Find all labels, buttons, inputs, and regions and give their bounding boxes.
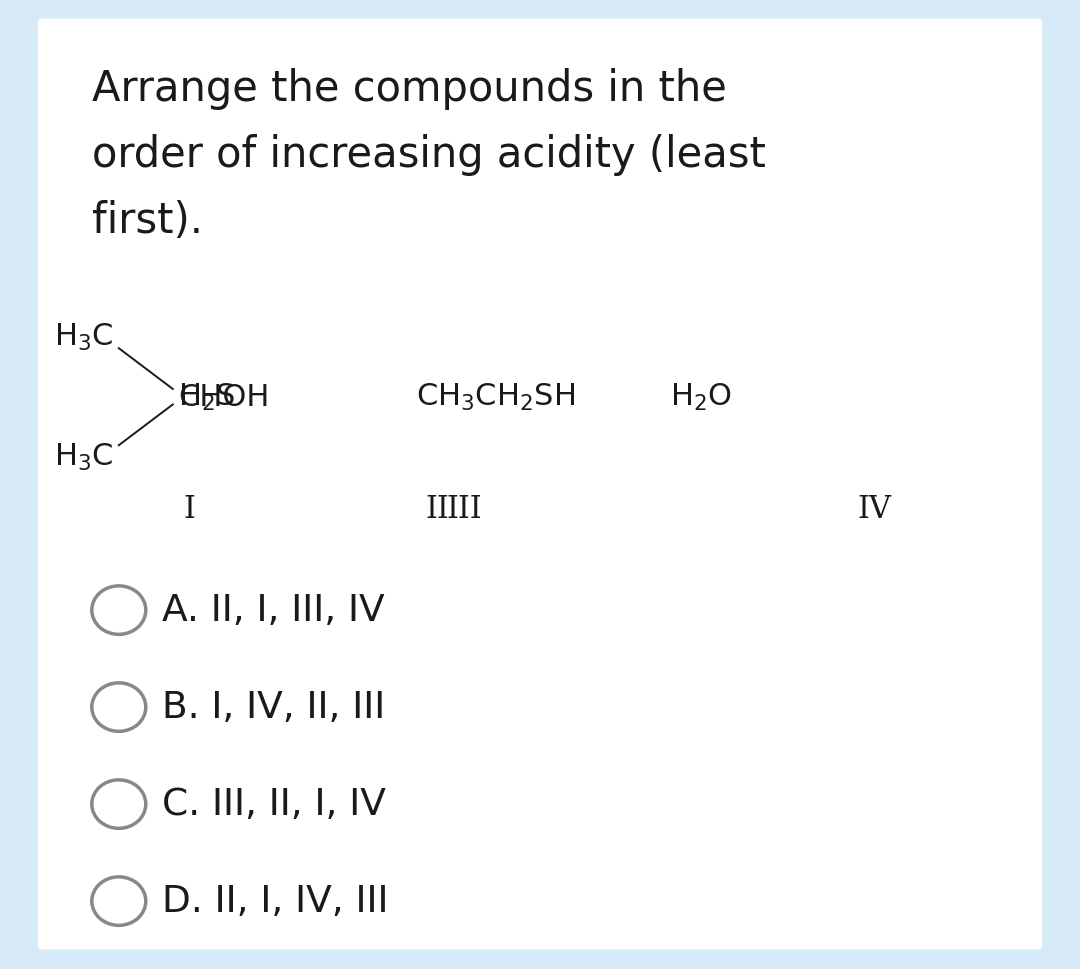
Text: D. II, I, IV, III: D. II, I, IV, III xyxy=(162,883,389,920)
Text: III: III xyxy=(447,493,482,524)
Text: H$_3$C: H$_3$C xyxy=(54,322,113,353)
Text: H$_2$O: H$_2$O xyxy=(670,382,731,413)
Text: first).: first). xyxy=(92,200,203,241)
Text: CHOH: CHOH xyxy=(178,383,270,412)
Text: Arrange the compounds in the: Arrange the compounds in the xyxy=(92,68,727,109)
Text: H$_3$C: H$_3$C xyxy=(54,442,113,473)
Text: H$_2$S: H$_2$S xyxy=(178,382,235,413)
Text: I: I xyxy=(184,493,194,524)
Text: A. II, I, III, IV: A. II, I, III, IV xyxy=(162,592,384,629)
Text: II: II xyxy=(426,493,449,524)
Text: C. III, II, I, IV: C. III, II, I, IV xyxy=(162,786,386,823)
Text: IV: IV xyxy=(858,493,892,524)
Text: CH$_3$CH$_2$SH: CH$_3$CH$_2$SH xyxy=(416,382,575,413)
Text: B. I, IV, II, III: B. I, IV, II, III xyxy=(162,689,386,726)
Text: order of increasing acidity (least: order of increasing acidity (least xyxy=(92,134,766,175)
